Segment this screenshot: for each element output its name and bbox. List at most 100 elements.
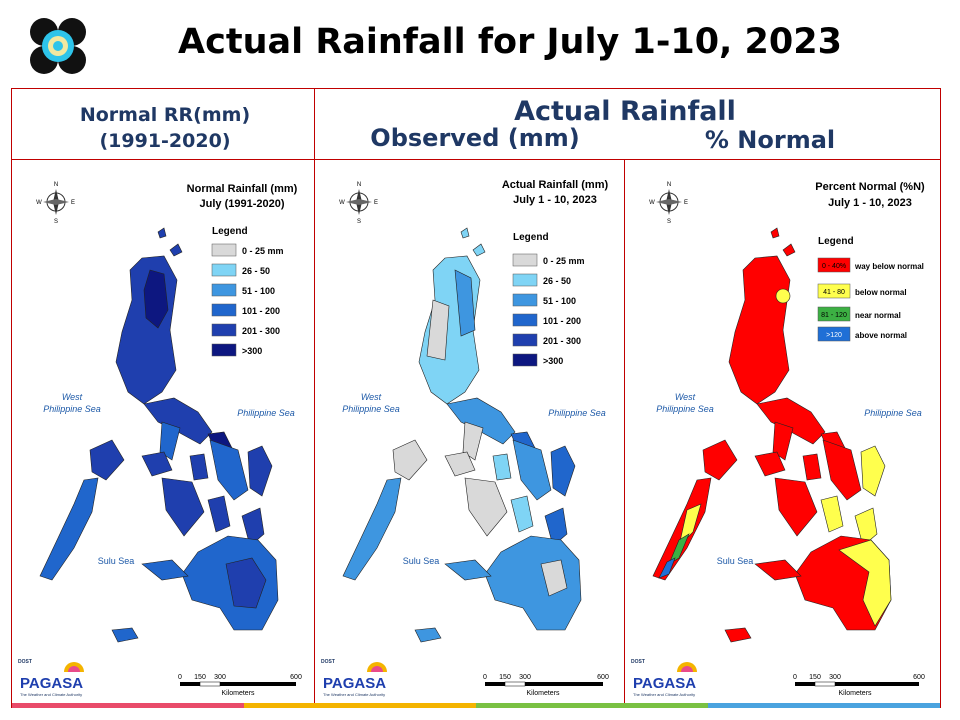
svg-text:N: N [667, 182, 671, 188]
legend-label: way below normal [854, 262, 924, 271]
legend-swatch [817, 283, 851, 299]
legend-label: near normal [855, 311, 901, 320]
legend: Legend 0 - 25 mm 26 - 50 51 - 100 101 - … [211, 226, 284, 357]
agency-motto: The Weather and Climate Authority [323, 692, 385, 697]
legend-swatch [512, 333, 538, 347]
philippines-map [652, 227, 892, 643]
scale-tick: 300 [214, 674, 226, 681]
legend-label: 101 - 200 [242, 306, 280, 316]
map-title-line1: Percent Normal (%N) [815, 181, 925, 193]
philippines-map [39, 227, 279, 643]
legend-label: 26 - 50 [543, 276, 571, 286]
compass-icon: N S W E [339, 182, 378, 225]
page-title: Actual Rainfall for July 1-10, 2023 [178, 22, 842, 62]
legend-swatch [512, 273, 538, 287]
percent-normal-header: % Normal [704, 126, 836, 154]
philippines-map [342, 227, 582, 643]
divider-right [624, 160, 625, 708]
sea-label: West [62, 392, 83, 402]
sea-label: Philippine Sea [656, 404, 714, 414]
actual-rainfall-header: Actual Rainfall [514, 96, 736, 127]
normal-period-header: (1991-2020) [99, 130, 231, 152]
compass-icon: N S W E [36, 182, 75, 225]
legend-label: above normal [855, 331, 907, 340]
legend-label: 26 - 50 [242, 266, 270, 276]
pagasa-footer-logo: DOST PAGASA The Weather and Climate Auth… [631, 659, 697, 697]
pagasa-footer-logo: DOST PAGASA The Weather and Climate Auth… [321, 659, 387, 697]
legend-label: >300 [543, 356, 563, 366]
legend-label: 201 - 300 [543, 336, 581, 346]
svg-text:S: S [357, 219, 361, 225]
normal-rr-header: Normal RR(mm) [79, 104, 251, 126]
legend-swatch [817, 306, 851, 322]
legend-range: 0 - 40% [822, 263, 846, 270]
map-actual-rainfall: N S W E Actual Rainfall (mm) July 1 - 10… [321, 179, 609, 697]
pagasa-footer-logo: DOST PAGASA The Weather and Climate Auth… [18, 659, 84, 697]
svg-text:W: W [649, 200, 655, 206]
legend-range: >120 [826, 332, 842, 339]
svg-text:W: W [36, 200, 42, 206]
scale-unit: Kilometers [526, 690, 560, 697]
scale-tick: 150 [194, 674, 206, 681]
scale-bar: 0 150 300 600 Kilometers [178, 674, 302, 697]
map-title-line2: July (1991-2020) [200, 198, 285, 210]
legend-swatch [512, 253, 538, 267]
scale-tick: 150 [499, 674, 511, 681]
agency-name: PAGASA [323, 675, 386, 692]
legend-label: 51 - 100 [543, 296, 576, 306]
legend: Legend 0 - 40% way below normal 41 - 80 … [817, 236, 924, 342]
scale-tick: 0 [793, 674, 797, 681]
legend-swatch [211, 303, 237, 317]
scale-tick: 300 [829, 674, 841, 681]
map-title-line1: Normal Rainfall (mm) [187, 183, 298, 195]
legend-swatch [211, 343, 237, 357]
divider-header [11, 159, 941, 160]
legend-title: Legend [818, 236, 854, 247]
legend-swatch [512, 293, 538, 307]
map-percent-normal: N S W E Percent Normal (%N) July 1 - 10,… [631, 181, 925, 697]
sea-label: Philippine Sea [342, 404, 400, 414]
sea-label: Sulu Sea [403, 556, 440, 566]
legend-swatch [211, 323, 237, 337]
svg-text:N: N [54, 182, 58, 188]
scale-bar: 0 150 300 600 Kilometers [483, 674, 609, 697]
agency-motto: The Weather and Climate Authority [633, 692, 695, 697]
legend-label: 51 - 100 [242, 286, 275, 296]
legend-label: >300 [242, 346, 262, 356]
scale-tick: 300 [519, 674, 531, 681]
agency-tag: DOST [18, 659, 32, 665]
agency-name: PAGASA [20, 675, 83, 692]
sea-label: Philippine Sea [548, 408, 606, 418]
scale-tick: 600 [913, 674, 925, 681]
agency-tag: DOST [631, 659, 645, 665]
scale-tick: 600 [290, 674, 302, 681]
sea-label: Philippine Sea [43, 404, 101, 414]
sea-label: Sulu Sea [717, 556, 754, 566]
legend-title: Legend [212, 226, 248, 237]
scale-unit: Kilometers [838, 690, 872, 697]
sea-label: Sulu Sea [98, 556, 135, 566]
svg-text:N: N [357, 182, 361, 188]
map-title-line2: July 1 - 10, 2023 [513, 194, 597, 206]
legend: Legend 0 - 25 mm 26 - 50 51 - 100 101 - … [512, 232, 585, 367]
sea-label: West [675, 392, 696, 402]
svg-text:E: E [374, 200, 378, 206]
legend-swatch [817, 257, 851, 273]
legend-swatch [211, 263, 237, 277]
map-normal-rainfall: N S W E Normal Rainfall (mm) July (1991-… [18, 182, 302, 697]
legend-swatch [211, 243, 237, 257]
compass-icon: N S W E [649, 182, 688, 225]
sea-label: Philippine Sea [237, 408, 295, 418]
agency-motto: The Weather and Climate Authority [20, 692, 82, 697]
legend-range: 41 - 80 [823, 289, 845, 296]
scale-tick: 150 [809, 674, 821, 681]
sea-label: Philippine Sea [864, 408, 922, 418]
legend-title: Legend [513, 232, 549, 243]
legend-swatch [512, 313, 538, 327]
map-title-line1: Actual Rainfall (mm) [502, 179, 609, 191]
legend-label: below normal [855, 288, 907, 297]
svg-text:S: S [667, 219, 671, 225]
svg-text:W: W [339, 200, 345, 206]
legend-swatch [512, 353, 538, 367]
